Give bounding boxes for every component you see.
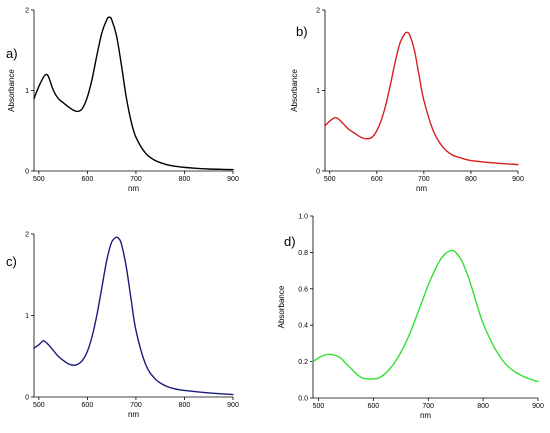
panel-2-y-tick-label: 1 — [316, 88, 320, 95]
panel-1-y-tick-label: 2 — [25, 8, 29, 15]
panel-1-label: a) — [6, 46, 18, 61]
panel-3-y-tick-label: 1 — [25, 313, 29, 320]
panel-4-y-tick-label: 0.8 — [298, 250, 308, 257]
panel-4-x-tick-label: 600 — [368, 403, 380, 410]
panel-3: 500 600 700 800 900 0 1 2 nm c) — [6, 232, 239, 420]
panel-3-label: c) — [6, 254, 17, 269]
panel-2-x-tick-label: 700 — [418, 176, 430, 183]
panel-4-label: d) — [284, 234, 296, 249]
panel-1-y-tick-label: 1 — [25, 88, 29, 95]
panel-1-x-tick-label: 500 — [33, 176, 45, 183]
panel-3-series-line — [33, 236, 234, 396]
panel-2-x-tick-label: 800 — [465, 176, 477, 183]
panel-1-y-axis-title: Absorbance — [7, 69, 16, 112]
panel-4-x-axis-title: nm — [420, 411, 431, 420]
panel-3-x-tick-label: 600 — [82, 402, 94, 409]
panel-1-x-tick-label: 800 — [179, 176, 191, 183]
panel-3-x-tick-label: 800 — [179, 402, 191, 409]
panel-2-y-tick-label: 0 — [316, 169, 320, 176]
panel-3-x-tick-label: 900 — [227, 402, 239, 409]
panel-2: 500 600 700 800 900 0 1 2 nm Absorbance b) — [290, 8, 524, 194]
panel-4-y-axis-title: Absorbance — [277, 285, 286, 328]
panel-2-y-tick-label: 2 — [316, 8, 320, 15]
panel-4-x-tick-label: 800 — [477, 403, 489, 410]
panel-3-y-tick-label: 0 — [25, 395, 29, 402]
panel-4-x-tick-label: 900 — [532, 403, 544, 410]
panel-1-x-tick-label: 700 — [130, 176, 142, 183]
panel-1-x-tick-label: 900 — [227, 176, 239, 183]
panel-3-x-tick-label: 500 — [33, 402, 45, 409]
panel-2-x-axis-title: nm — [416, 184, 427, 193]
panel-4-x-tick-label: 700 — [422, 403, 434, 410]
panel-1-y-tick-label: 0 — [25, 169, 29, 176]
panel-2-x-tick-label: 500 — [324, 176, 336, 183]
panel-2-x-tick-label: 600 — [371, 176, 383, 183]
panel-2-label: b) — [296, 24, 308, 39]
panel-1-series-line — [33, 16, 234, 171]
panel-2-series-line — [324, 31, 519, 166]
panel-2-x-tick-label: 900 — [512, 176, 524, 183]
panel-4-y-tick-label: 0.2 — [298, 359, 308, 366]
panel-4: 500 600 700 800 900 0.0 0.2 0.4 0.6 0.8 1.0 nm Absor… — [277, 214, 544, 421]
panel-4-y-tick-label: 0.0 — [298, 396, 308, 403]
panel-3-x-tick-label: 700 — [130, 402, 142, 409]
panel-2-y-axis-title: Absorbance — [290, 69, 299, 112]
panel-4-y-tick-label: 0.6 — [298, 286, 308, 293]
panel-1: 500 600 700 800 900 0 1 2 nm Absorbance a) — [6, 8, 239, 194]
panel-4-series-line — [312, 249, 539, 383]
panel-1-x-axis-title: nm — [128, 184, 139, 193]
panel-4-y-tick-label: 0.4 — [298, 323, 308, 330]
panel-3-x-axis-title: nm — [128, 410, 139, 419]
panel-3-y-tick-label: 2 — [25, 232, 29, 239]
panel-1-x-tick-label: 600 — [82, 176, 94, 183]
panel-4-x-tick-label: 500 — [313, 403, 325, 410]
panel-4-y-tick-label: 1.0 — [298, 214, 308, 221]
